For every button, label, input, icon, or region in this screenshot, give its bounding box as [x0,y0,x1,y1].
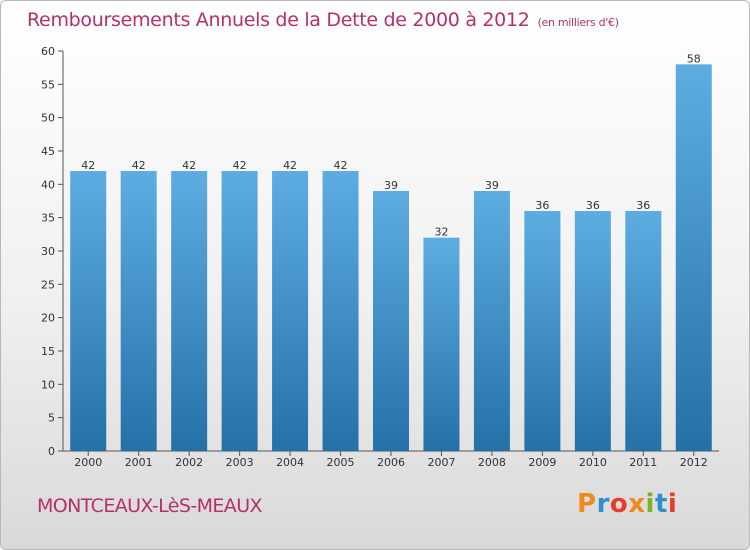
bar [524,211,561,451]
data-label: 42 [81,159,95,172]
data-label: 36 [535,199,549,212]
data-label: 36 [586,199,600,212]
data-label: 39 [384,179,398,192]
x-tick-label: 2004 [276,456,304,469]
x-tick-label: 2010 [579,456,607,469]
y-tick-label: 45 [41,145,55,158]
bar [322,171,359,451]
chart-title: Remboursements Annuels de la Dette de 20… [27,9,619,31]
y-tick-label: 15 [41,345,55,358]
x-tick-label: 2008 [478,456,506,469]
data-label: 42 [132,159,146,172]
data-label: 42 [283,159,297,172]
bar [70,171,107,451]
y-tick-label: 30 [41,245,55,258]
bar [373,191,409,451]
bar [625,211,662,451]
brand-letter: i [645,489,655,519]
x-tick-label: 2011 [629,456,657,469]
x-tick-label: 2009 [528,456,556,469]
y-tick-label: 35 [41,212,55,225]
bar [120,171,157,451]
bar [171,171,208,451]
data-label: 58 [687,52,701,65]
data-label: 32 [434,226,448,239]
title-text: Remboursements Annuels de la Dette de 20… [27,9,530,31]
city-name: MONTCEAUX-LèS-MEAUX [37,495,263,517]
bar [574,211,611,451]
x-tick-label: 2012 [680,456,708,469]
x-tick-label: 2002 [175,456,203,469]
x-tick-label: 2001 [125,456,153,469]
brand-letter: x [628,489,646,519]
y-tick-label: 50 [41,112,55,125]
x-tick-label: 2003 [226,456,254,469]
x-tick-label: 2000 [74,456,102,469]
y-tick-label: 5 [48,412,55,425]
y-tick-label: 40 [41,178,55,191]
brand-logo: Proxiti [577,489,677,519]
y-tick-label: 55 [41,78,55,91]
bar [423,237,460,451]
data-label: 42 [233,159,247,172]
data-label: 42 [182,159,196,172]
brand-letter: P [577,489,597,519]
data-label: 36 [636,199,650,212]
bar [272,171,309,451]
y-tick-label: 0 [48,445,55,458]
brand-letter: r [596,489,610,519]
bar [473,191,510,451]
x-tick-label: 2005 [327,456,355,469]
x-tick-label: 2007 [427,456,455,469]
y-tick-label: 25 [41,278,55,291]
brand-letter: t [654,489,668,519]
y-tick-label: 60 [41,45,55,58]
data-label: 42 [334,159,348,172]
bar [221,171,258,451]
y-tick-label: 10 [41,378,55,391]
brand-letter: i [667,489,678,519]
data-label: 39 [485,179,499,192]
brand-letter: o [609,489,629,519]
x-tick-label: 2006 [377,456,405,469]
bar [675,64,712,452]
y-tick-label: 20 [41,312,55,325]
chart-subtitle: (en milliers d'€) [537,16,619,29]
